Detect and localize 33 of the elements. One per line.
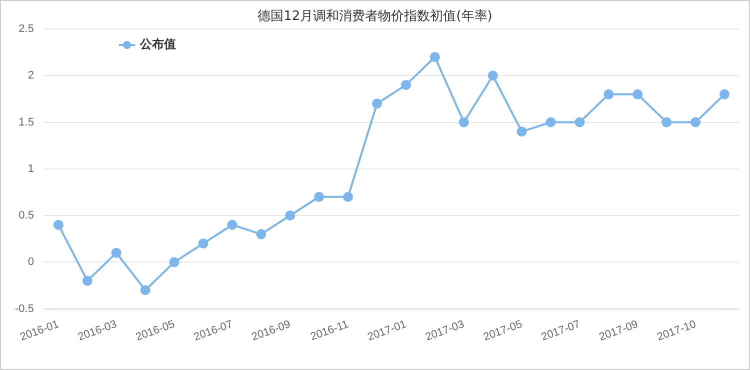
point (256, 229, 266, 240)
point (285, 210, 296, 221)
point (720, 89, 730, 100)
y-tick-label: 0 (28, 256, 34, 268)
point (574, 117, 585, 128)
point (53, 220, 64, 230)
point (82, 276, 92, 286)
point (169, 257, 180, 268)
y-tick-label: 0.5 (18, 210, 34, 222)
point (372, 98, 382, 109)
point (400, 80, 411, 90)
y-tick-label: 2.5 (18, 23, 34, 36)
point (488, 70, 498, 81)
point (430, 52, 440, 62)
point (198, 238, 208, 249)
y-tick-label: 2 (28, 70, 34, 82)
point (111, 248, 122, 258)
point (690, 117, 701, 128)
y-tick-label: 1 (28, 162, 34, 175)
point (516, 126, 527, 137)
y-tick-label: -0.5 (14, 302, 34, 315)
point (227, 220, 238, 230)
point (546, 117, 556, 128)
chart-title: 德国12月调和消费者物价指数初值(年率) (256, 8, 494, 25)
point (632, 89, 643, 100)
point (458, 117, 469, 128)
point (140, 285, 150, 296)
point (343, 192, 354, 202)
legend-label: 公布值 (140, 36, 176, 53)
point (662, 117, 672, 128)
point (314, 192, 324, 202)
y-tick-label: 1.5 (18, 116, 34, 128)
point (604, 89, 614, 100)
